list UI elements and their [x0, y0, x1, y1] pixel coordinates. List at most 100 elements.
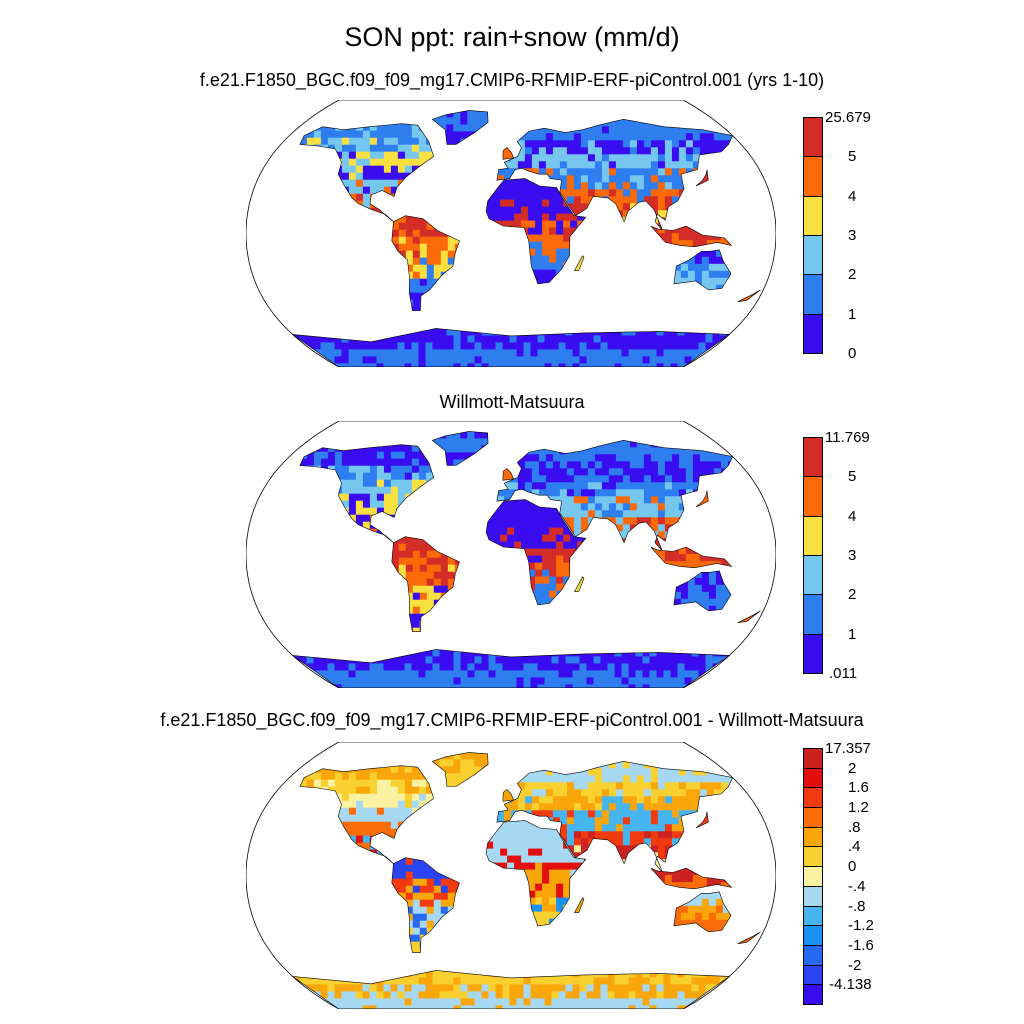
- colorbar-segment: [803, 195, 823, 236]
- coastline-indonesia: [650, 225, 733, 248]
- panel-1-title: f.e21.F1850_BGC.f09_f09_mg17.CMIP6-RFMIP…: [199, 70, 825, 90]
- coastline-madagascar: [573, 255, 585, 271]
- coastline-africa: [485, 178, 587, 285]
- colorbar-tick-label: -2: [848, 956, 862, 974]
- coastline-southAmerica: [391, 857, 460, 953]
- coastline-indonesia: [650, 546, 733, 569]
- globe-outline: [246, 421, 776, 688]
- colorbar-segment: [803, 515, 823, 556]
- coastline-madagascar: [573, 576, 585, 592]
- colorbar-segment: [803, 944, 823, 966]
- coastline-australia: [673, 570, 732, 612]
- colorbar-segment: [803, 437, 823, 478]
- coastline-southAmerica: [391, 215, 460, 311]
- globe-outline: [246, 100, 776, 367]
- colorbar-segment: [803, 767, 823, 789]
- colorbar-tick-label: .4: [848, 838, 861, 856]
- coastline-antarctica: [291, 328, 731, 367]
- coastline-northAmerica: [299, 123, 435, 222]
- coastline-greenland: [431, 431, 489, 466]
- panel-2-map: [246, 421, 776, 688]
- coastline-antarctica: [291, 649, 731, 688]
- colorbar-tick-label: 2: [848, 266, 857, 284]
- colorbar-tick-label: .8: [848, 818, 861, 836]
- figure-title: SON ppt: rain+snow (mm/d): [344, 22, 680, 52]
- coastline-japan: [695, 169, 709, 187]
- colorbar-tick-label: 11.769: [825, 429, 870, 446]
- coastline-eurasia: [496, 760, 734, 873]
- coastline-japan: [695, 811, 709, 829]
- panel-2-title: Willmott-Matsuura: [439, 392, 585, 412]
- panel-3-map: [246, 742, 776, 1009]
- colorbar-segment: [803, 866, 823, 887]
- colorbar-tick-label: 5: [848, 148, 857, 166]
- coastline-eurasia: [496, 118, 734, 231]
- colorbar-segment: [803, 846, 823, 868]
- colorbar-segment: [803, 984, 823, 1005]
- colorbar-tick-label: 5: [848, 468, 857, 486]
- coastline-eurasia: [496, 439, 734, 552]
- colorbar-segment: [803, 787, 823, 809]
- colorbar-tick-label: 1.2: [848, 799, 869, 817]
- coastline-indonesia: [650, 867, 733, 890]
- coastline-uk: [502, 789, 515, 802]
- coastline-japan: [695, 490, 709, 508]
- colorbar-segment: [803, 925, 823, 946]
- coastline-newzealand: [737, 289, 761, 302]
- panel-1-map: [246, 100, 776, 367]
- colorbar-segment: [803, 117, 823, 158]
- colorbar-tick-label: 3: [848, 227, 857, 244]
- coastline-uk: [502, 147, 515, 160]
- coastline-southAmerica: [391, 536, 460, 632]
- colorbar-segment: [803, 156, 823, 197]
- colorbar-tick-label: -.8: [848, 897, 866, 915]
- colorbar-segment: [803, 807, 823, 828]
- coastline-northAmerica: [299, 444, 435, 543]
- colorbar-segment: [803, 964, 823, 986]
- colorbar-tick-label: 2: [848, 586, 857, 604]
- coastline-greenland: [431, 110, 489, 145]
- coastline-newzealand: [737, 610, 761, 623]
- colorbar-segment: [803, 885, 823, 907]
- colorbar-tick-label: 0: [848, 858, 857, 876]
- colorbar-segment: [803, 274, 823, 315]
- colorbar-tick-label: 2: [848, 759, 857, 777]
- coastline-africa: [485, 820, 587, 927]
- colorbar-segment: [803, 826, 823, 848]
- colorbar-segment: [803, 633, 823, 674]
- colorbar-segment: [803, 905, 823, 927]
- coastline-northAmerica: [299, 765, 435, 864]
- coastline-greenland: [431, 752, 489, 787]
- colorbar-tick-label: 1: [848, 305, 857, 323]
- coastline-madagascar: [573, 897, 585, 913]
- panel-3-title: f.e21.F1850_BGC.f09_f09_mg17.CMIP6-RFMIP…: [160, 710, 864, 730]
- colorbar-segment: [803, 313, 823, 354]
- colorbar-tick-label: -4.138: [829, 976, 872, 994]
- colorbar-tick-label: 4: [848, 507, 857, 525]
- coastline-australia: [673, 891, 732, 933]
- colorbar-tick-label: 1: [848, 625, 857, 643]
- colorbar-segment: [803, 235, 823, 276]
- coastline-africa: [485, 499, 587, 606]
- panel-2-colorbar: [803, 437, 823, 674]
- colorbar-tick-label: 17.357: [825, 740, 871, 757]
- panel-3-colorbar: [803, 748, 823, 1005]
- panel-1-colorbar: [803, 117, 823, 354]
- colorbar-tick-label: 0: [848, 345, 857, 362]
- colorbar-tick-label: 25.679: [825, 109, 871, 126]
- coastline-newzealand: [737, 931, 761, 944]
- colorbar-tick-label: 4: [848, 187, 857, 205]
- colorbar-tick-label: 1.6: [848, 779, 869, 797]
- coastline-uk: [502, 468, 515, 481]
- colorbar-segment: [803, 476, 823, 517]
- colorbar-segment: [803, 594, 823, 635]
- colorbar-tick-label: -1.6: [848, 936, 874, 954]
- coastline-australia: [673, 249, 732, 291]
- colorbar-segment: [803, 555, 823, 596]
- colorbar-segment: [803, 748, 823, 769]
- coastline-antarctica: [291, 970, 731, 1009]
- colorbar-tick-label: -.4: [848, 877, 866, 895]
- colorbar-tick-label: .011: [829, 665, 858, 682]
- colorbar-tick-label: -1.2: [848, 917, 874, 935]
- colorbar-tick-label: 3: [848, 547, 857, 564]
